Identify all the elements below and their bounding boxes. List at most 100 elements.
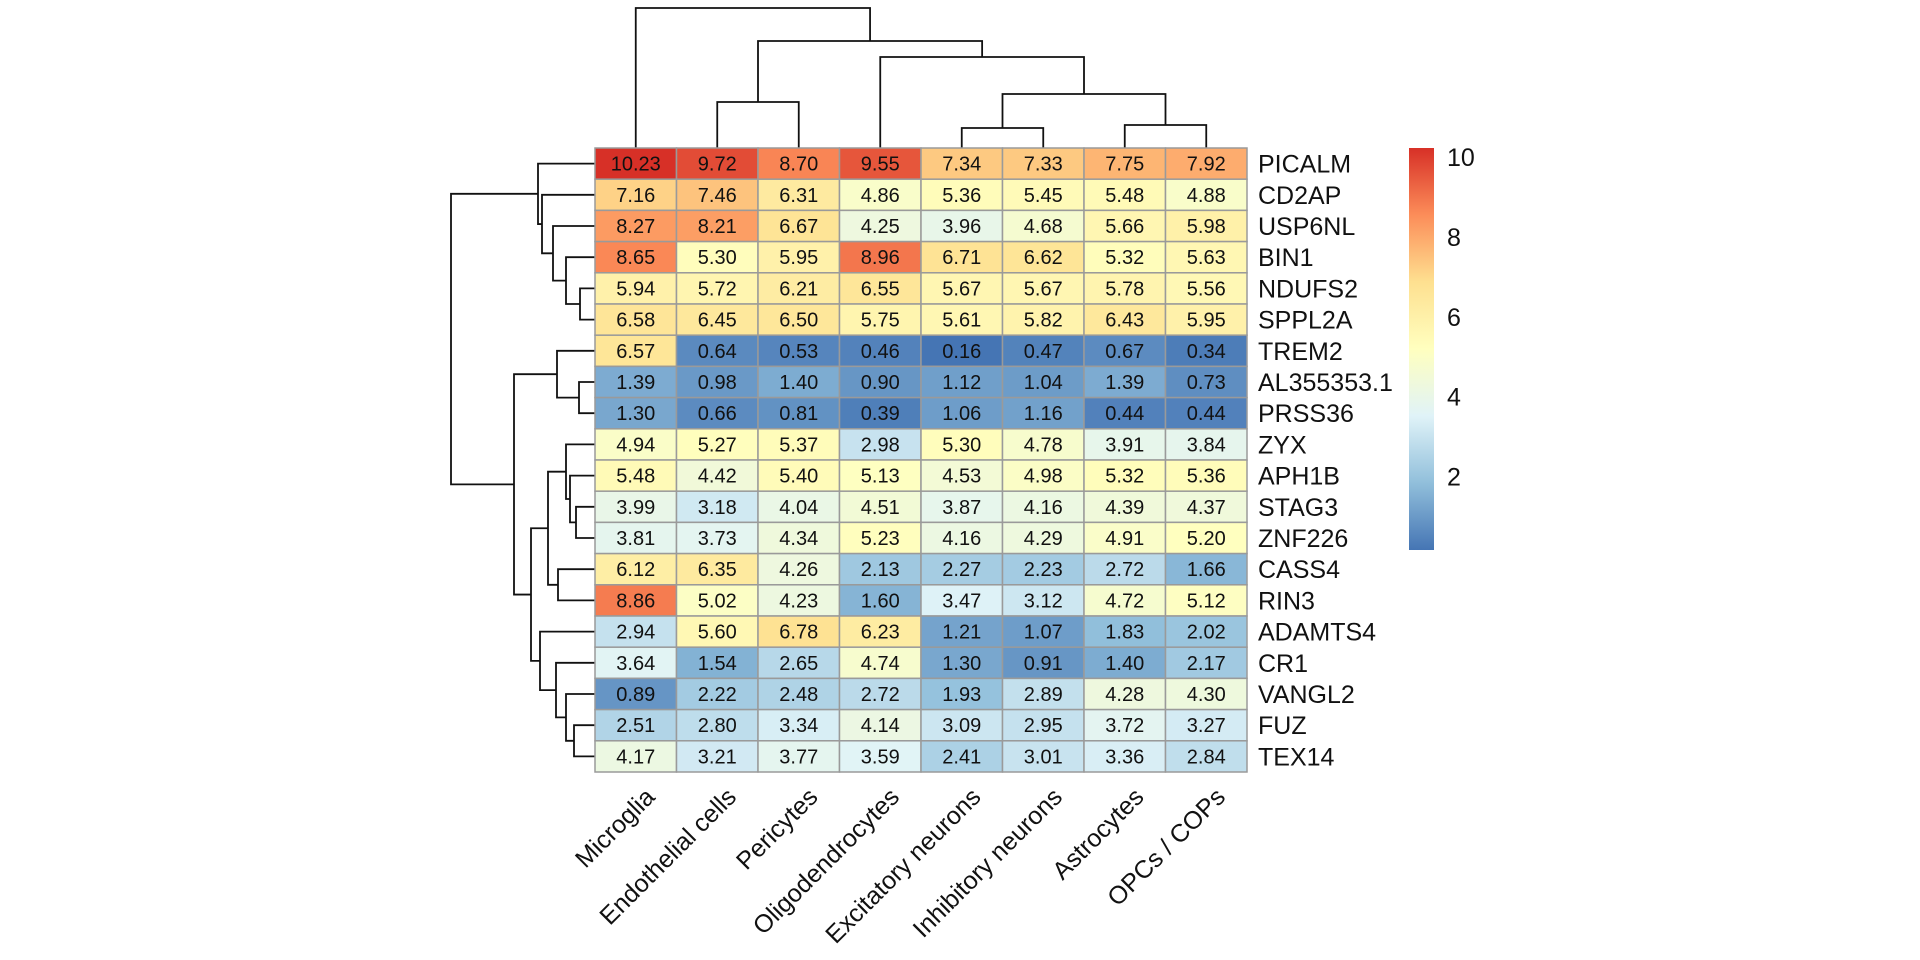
cell-value-label: 6.62 xyxy=(1024,247,1063,269)
cell-value-label: 4.29 xyxy=(1024,528,1063,550)
heatmap-cell xyxy=(1164,677,1248,711)
heatmap-cell xyxy=(1164,303,1248,336)
cell-value-label: 2.02 xyxy=(1187,622,1226,644)
cell-value-label: 5.27 xyxy=(698,434,737,456)
cell-value-label: 3.81 xyxy=(616,528,655,550)
cell-value-label: 5.12 xyxy=(1187,590,1226,612)
legend-tick-label: 2 xyxy=(1447,464,1461,492)
cell-value-label: 7.34 xyxy=(942,154,981,176)
legend-tick-label: 6 xyxy=(1447,304,1461,332)
cell-value-label: 2.13 xyxy=(861,559,900,581)
cell-value-label: 2.41 xyxy=(942,746,981,768)
column-label: Endothelial cells xyxy=(594,783,742,931)
column-label: Excitatory neurons xyxy=(820,783,986,949)
cell-value-label: 5.61 xyxy=(942,310,981,332)
row-dendrogram-link xyxy=(569,474,595,524)
heatmap-cell xyxy=(757,209,841,243)
cell-value-label: 8.27 xyxy=(616,216,655,238)
cell-value-label: 10.23 xyxy=(611,154,661,176)
cell-value-label: 0.16 xyxy=(942,341,981,363)
cell-value-label: 0.90 xyxy=(861,372,900,394)
row-label: CR1 xyxy=(1258,650,1308,678)
heatmap-cell xyxy=(1164,272,1248,305)
row-labels: PICALM CD2AP USP6NL BIN1 NDUFS2 SPPL2A TREM2 AL… xyxy=(1258,151,1393,772)
cell-value-label: 5.37 xyxy=(779,434,818,456)
heatmap-cell xyxy=(838,303,922,336)
heatmap-cell xyxy=(1001,615,1085,648)
cell-value-label: 4.30 xyxy=(1187,684,1226,706)
heatmap-cell xyxy=(1083,708,1167,742)
row-label: BIN1 xyxy=(1258,244,1314,272)
heatmap-cell xyxy=(757,147,841,180)
row-label: USP6NL xyxy=(1258,213,1355,241)
heatmap-cell xyxy=(838,490,922,524)
heatmap-cell xyxy=(675,708,759,742)
cell-value-label: 3.34 xyxy=(779,715,818,737)
heatmap-cell xyxy=(920,552,1004,586)
cell-value-label: 4.25 xyxy=(861,216,900,238)
row-label: VANGL2 xyxy=(1258,681,1355,709)
cell-value-label: 4.28 xyxy=(1105,684,1144,706)
legend-color-bar xyxy=(1409,148,1434,550)
heatmap-cell xyxy=(594,428,678,461)
row-label: SPPL2A xyxy=(1258,307,1353,335)
color-legend: 2 4 6 8 10 xyxy=(1409,144,1475,550)
cell-value-label: 5.72 xyxy=(698,278,737,300)
cell-value-label: 9.55 xyxy=(861,154,900,176)
cell-value-label: 1.16 xyxy=(1024,403,1063,425)
row-label: ZNF226 xyxy=(1258,525,1348,553)
cell-value-label: 5.95 xyxy=(1187,310,1226,332)
cell-value-label: 6.23 xyxy=(861,622,900,644)
row-label: PRSS36 xyxy=(1258,400,1354,428)
cell-value-label: 3.84 xyxy=(1187,434,1226,456)
heatmap-cell xyxy=(1164,178,1248,212)
cell-value-label: 5.82 xyxy=(1024,310,1063,332)
heatmap-cell xyxy=(1164,615,1248,648)
cell-value-label: 3.72 xyxy=(1105,715,1144,737)
cell-value-label: 3.73 xyxy=(698,528,737,550)
cell-value-label: 6.57 xyxy=(616,341,655,363)
cell-value-label: 2.17 xyxy=(1187,653,1226,675)
row-dendrogram-link xyxy=(450,192,538,486)
cell-value-label: 8.21 xyxy=(698,216,737,238)
heatmap-cell xyxy=(594,490,678,524)
cell-value-label: 1.30 xyxy=(942,653,981,675)
cell-value-label: 4.16 xyxy=(1024,497,1063,519)
heatmap-cell xyxy=(838,708,922,742)
cell-value-label: 5.40 xyxy=(779,466,818,488)
heatmap-cell xyxy=(594,677,678,711)
cell-value-label: 4.78 xyxy=(1024,434,1063,456)
heatmap-cell xyxy=(1001,334,1085,368)
cell-value-label: 9.72 xyxy=(698,154,737,176)
row-label: AL355353.1 xyxy=(1258,369,1393,397)
cell-value-label: 0.64 xyxy=(698,341,737,363)
cell-value-label: 5.20 xyxy=(1187,528,1226,550)
cell-value-label: 1.21 xyxy=(942,622,981,644)
heatmap-cell xyxy=(594,147,678,180)
cell-value-label: 0.91 xyxy=(1024,653,1063,675)
heatmap-cell xyxy=(594,240,678,274)
row-dendrogram-link xyxy=(565,693,595,742)
row-dendrogram-link xyxy=(578,381,595,415)
column-dendrogram-link xyxy=(960,127,1045,148)
cell-value-label: 4.51 xyxy=(861,497,900,519)
cell-value-label: 1.04 xyxy=(1024,372,1063,394)
heatmap-cell xyxy=(675,740,759,773)
cell-value-label: 1.83 xyxy=(1105,622,1144,644)
cell-value-label: 0.89 xyxy=(616,684,655,706)
cell-value-label: 4.86 xyxy=(861,185,900,207)
heatmap-cell xyxy=(1083,365,1167,399)
row-dendrogram-link xyxy=(557,568,595,602)
cell-value-label: 4.17 xyxy=(616,746,655,768)
cell-value-label: 0.47 xyxy=(1024,341,1063,363)
row-label: CD2AP xyxy=(1258,182,1341,210)
heatmap-cell xyxy=(594,459,678,492)
heatmap-cell xyxy=(1164,365,1248,399)
heatmap-cell xyxy=(1083,677,1167,711)
heatmap-cell xyxy=(1083,459,1167,492)
cell-value-label: 3.99 xyxy=(616,497,655,519)
heatmap-cell xyxy=(1164,396,1248,430)
heatmap-cell xyxy=(1083,428,1167,461)
column-dendrogram-link xyxy=(757,40,984,102)
heatmap-cell xyxy=(1164,240,1248,274)
